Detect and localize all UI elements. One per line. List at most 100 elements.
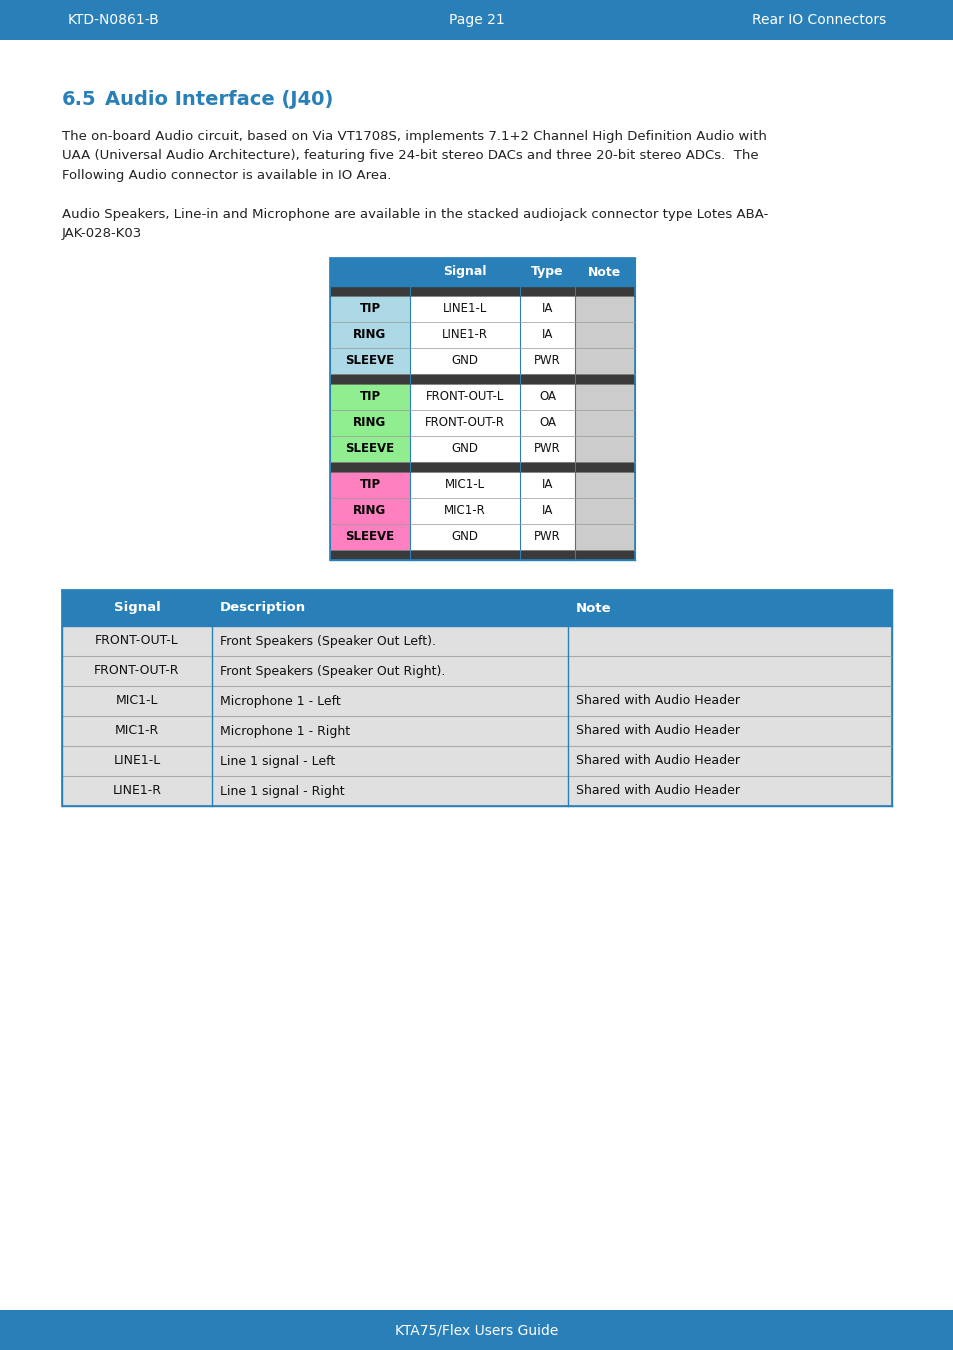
Bar — [410, 472, 519, 498]
Bar — [575, 410, 635, 436]
Bar — [575, 296, 635, 323]
Bar — [519, 383, 575, 410]
Bar — [519, 498, 575, 524]
Text: PWR: PWR — [534, 531, 560, 544]
Bar — [575, 348, 635, 374]
Text: IA: IA — [541, 505, 553, 517]
Text: Signal: Signal — [113, 602, 160, 614]
Text: Audio Interface (J40): Audio Interface (J40) — [105, 90, 333, 109]
Bar — [330, 296, 410, 374]
Bar — [410, 323, 519, 348]
Text: The on-board Audio circuit, based on Via VT1708S, implements 7.1+2 Channel High : The on-board Audio circuit, based on Via… — [62, 130, 766, 182]
Bar — [410, 524, 519, 549]
Bar — [567, 686, 891, 716]
Text: PWR: PWR — [534, 443, 560, 455]
Text: IA: IA — [541, 302, 553, 316]
Bar — [575, 472, 635, 498]
Bar — [62, 590, 891, 806]
Text: Line 1 signal - Right: Line 1 signal - Right — [220, 784, 344, 798]
Bar — [62, 686, 891, 716]
Bar — [567, 776, 891, 806]
Bar — [62, 590, 891, 626]
Text: MIC1-R: MIC1-R — [114, 725, 159, 737]
Bar — [567, 656, 891, 686]
Text: Type: Type — [531, 266, 563, 278]
Bar — [519, 348, 575, 374]
Bar — [62, 626, 891, 656]
Text: RING: RING — [353, 417, 386, 429]
Text: MIC1-R: MIC1-R — [444, 505, 485, 517]
Bar — [567, 626, 891, 656]
Text: KTD-N0861-B: KTD-N0861-B — [68, 14, 159, 27]
Text: IA: IA — [541, 478, 553, 491]
Text: Note: Note — [576, 602, 611, 614]
Text: MIC1-L: MIC1-L — [115, 694, 158, 707]
Text: MIC1-L: MIC1-L — [444, 478, 484, 491]
Text: RING: RING — [353, 328, 386, 342]
Bar — [330, 258, 635, 560]
Text: SLEEVE: SLEEVE — [345, 531, 395, 544]
Text: PWR: PWR — [534, 355, 560, 367]
Bar — [575, 383, 635, 410]
Bar — [330, 258, 635, 560]
Text: GND: GND — [451, 531, 478, 544]
Bar — [0, 1310, 953, 1350]
Bar — [330, 383, 410, 462]
Text: Microphone 1 - Right: Microphone 1 - Right — [220, 725, 350, 737]
Bar — [410, 348, 519, 374]
Bar — [62, 716, 891, 747]
Text: Page 21: Page 21 — [449, 14, 504, 27]
Text: LINE1-L: LINE1-L — [113, 755, 160, 768]
Bar — [575, 436, 635, 462]
Bar — [410, 383, 519, 410]
Text: 6.5: 6.5 — [62, 90, 96, 109]
Text: Rear IO Connectors: Rear IO Connectors — [751, 14, 885, 27]
Text: Shared with Audio Header: Shared with Audio Header — [576, 694, 740, 707]
Text: Signal: Signal — [443, 266, 486, 278]
Text: FRONT-OUT-R: FRONT-OUT-R — [424, 417, 504, 429]
Text: TIP: TIP — [359, 302, 380, 316]
Bar — [62, 747, 891, 776]
Text: Note: Note — [588, 266, 621, 278]
Text: SLEEVE: SLEEVE — [345, 443, 395, 455]
Text: Front Speakers (Speaker Out Right).: Front Speakers (Speaker Out Right). — [220, 664, 445, 678]
Text: Shared with Audio Header: Shared with Audio Header — [576, 784, 740, 798]
Text: Description: Description — [220, 602, 306, 614]
Bar — [567, 747, 891, 776]
Bar — [330, 258, 635, 286]
Bar — [575, 323, 635, 348]
Text: GND: GND — [451, 443, 478, 455]
Text: LINE1-L: LINE1-L — [442, 302, 487, 316]
Text: TIP: TIP — [359, 390, 380, 404]
Bar — [575, 524, 635, 549]
Text: FRONT-OUT-L: FRONT-OUT-L — [425, 390, 503, 404]
Bar — [575, 498, 635, 524]
Bar — [519, 323, 575, 348]
Text: SLEEVE: SLEEVE — [345, 355, 395, 367]
Text: FRONT-OUT-L: FRONT-OUT-L — [95, 634, 178, 648]
Text: OA: OA — [538, 417, 556, 429]
Bar — [519, 296, 575, 323]
Bar — [519, 436, 575, 462]
Text: LINE1-R: LINE1-R — [112, 784, 161, 798]
Bar — [62, 656, 891, 686]
Bar — [62, 776, 891, 806]
Bar — [0, 0, 953, 40]
Text: Front Speakers (Speaker Out Left).: Front Speakers (Speaker Out Left). — [220, 634, 436, 648]
Bar — [567, 716, 891, 747]
Bar — [410, 410, 519, 436]
Text: KTA75/Flex Users Guide: KTA75/Flex Users Guide — [395, 1323, 558, 1336]
Text: GND: GND — [451, 355, 478, 367]
Text: Audio Speakers, Line-in and Microphone are available in the stacked audiojack co: Audio Speakers, Line-in and Microphone a… — [62, 208, 767, 240]
Bar — [410, 296, 519, 323]
Bar — [519, 524, 575, 549]
Text: Line 1 signal - Left: Line 1 signal - Left — [220, 755, 335, 768]
Text: OA: OA — [538, 390, 556, 404]
Text: IA: IA — [541, 328, 553, 342]
Text: Shared with Audio Header: Shared with Audio Header — [576, 725, 740, 737]
Text: Shared with Audio Header: Shared with Audio Header — [576, 755, 740, 768]
Text: LINE1-R: LINE1-R — [441, 328, 488, 342]
Bar — [410, 498, 519, 524]
Text: FRONT-OUT-R: FRONT-OUT-R — [94, 664, 179, 678]
Text: Microphone 1 - Left: Microphone 1 - Left — [220, 694, 340, 707]
